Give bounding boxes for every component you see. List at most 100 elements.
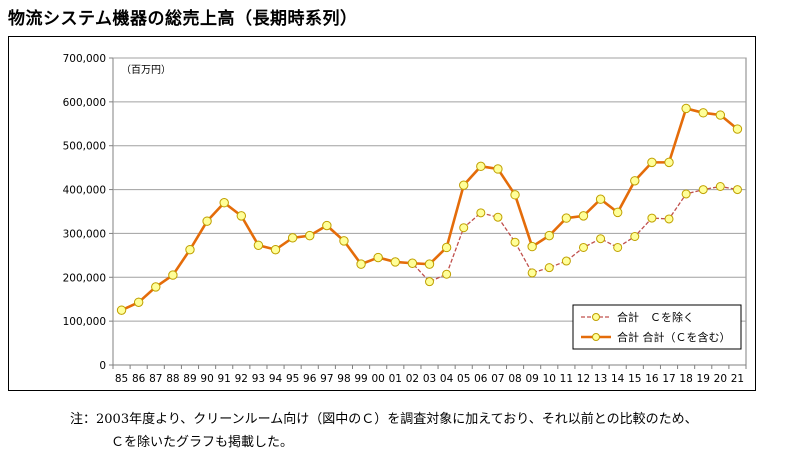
data-point-including-c: [441, 242, 452, 253]
x-tick-label: 94: [269, 373, 283, 385]
y-tick-label: 600,000: [63, 97, 106, 109]
y-tick-label: 700,000: [63, 53, 106, 65]
x-tick-label: 88: [166, 373, 179, 385]
data-point-excluding-c: [578, 242, 588, 252]
x-tick-label: 14: [611, 373, 625, 385]
x-tick-label: 08: [508, 373, 521, 385]
data-point-excluding-c: [664, 214, 674, 224]
data-point-excluding-c: [493, 212, 503, 222]
x-tick-label: 97: [320, 373, 333, 385]
data-point-including-c: [527, 241, 537, 252]
legend-swatch-marker: [592, 313, 600, 321]
data-point-excluding-c: [510, 237, 520, 247]
data-point-including-c: [373, 252, 383, 263]
data-point-including-c: [698, 108, 708, 118]
data-point-including-c: [339, 236, 349, 246]
data-point-including-c: [664, 157, 674, 168]
x-tick-label: 99: [354, 373, 367, 385]
x-tick-label: 05: [457, 373, 470, 385]
x-tick-label: 90: [200, 373, 213, 385]
data-point-including-c: [681, 103, 691, 114]
data-point-excluding-c: [442, 269, 452, 279]
footnote-line-2: Ｃを除いたグラフも掲載した。: [111, 435, 294, 450]
data-point-including-c: [151, 282, 161, 292]
footnote-line-1: 注：2003年度より、クリーンルーム向け（図中のＣ）を調査対象に加えており、それ…: [70, 412, 698, 427]
x-tick-label: 07: [491, 373, 504, 385]
legend-swatch-marker: [592, 333, 600, 341]
x-tick-label: 15: [628, 373, 641, 385]
x-tick-label: 13: [594, 373, 607, 385]
data-point-including-c: [219, 198, 229, 208]
x-tick-label: 12: [577, 373, 590, 385]
data-point-excluding-c: [544, 263, 554, 273]
data-point-including-c: [459, 180, 469, 190]
x-tick-label: 20: [714, 373, 727, 385]
x-tick-label: 89: [183, 373, 196, 385]
data-point-excluding-c: [732, 185, 742, 195]
data-point-excluding-c: [425, 277, 434, 287]
x-tick-label: 01: [389, 373, 402, 385]
y-tick-label: 500,000: [63, 141, 106, 153]
data-point-including-c: [630, 176, 640, 186]
x-tick-label: 10: [543, 373, 556, 385]
x-tick-label: 06: [474, 373, 488, 385]
data-point-including-c: [322, 220, 332, 231]
data-point-including-c: [647, 157, 657, 168]
data-point-excluding-c: [561, 256, 571, 266]
x-tick-label: 92: [235, 373, 248, 385]
data-point-excluding-c: [630, 231, 640, 241]
data-point-excluding-c: [527, 268, 537, 278]
y-tick-label: 200,000: [63, 272, 106, 284]
x-tick-label: 19: [697, 373, 710, 385]
y-tick-label: 100,000: [63, 316, 106, 328]
data-point-including-c: [732, 124, 743, 134]
data-point-including-c: [561, 213, 572, 223]
x-tick-label: 02: [406, 373, 419, 385]
data-point-including-c: [715, 110, 726, 120]
data-point-including-c: [133, 297, 144, 307]
data-point-including-c: [270, 244, 281, 255]
x-tick-label: 18: [679, 373, 692, 385]
data-point-including-c: [253, 240, 264, 250]
data-point-excluding-c: [613, 242, 623, 252]
x-tick-label: 21: [731, 373, 744, 385]
x-tick-label: 91: [218, 373, 231, 385]
y-tick-label: 300,000: [63, 228, 106, 240]
x-tick-label: 93: [252, 373, 265, 385]
data-point-excluding-c: [476, 208, 486, 218]
x-tick-label: 17: [662, 373, 675, 385]
data-point-including-c: [424, 259, 435, 269]
data-point-including-c: [544, 230, 554, 241]
data-point-excluding-c: [459, 223, 469, 233]
x-tick-label: 98: [337, 373, 350, 385]
legend-box: [572, 304, 742, 350]
data-point-including-c: [493, 164, 503, 174]
data-point-excluding-c: [698, 185, 708, 195]
data-point-excluding-c: [681, 189, 691, 199]
y-tick-label: 0: [99, 360, 106, 372]
y-tick-label: 400,000: [63, 185, 106, 197]
data-point-including-c: [476, 161, 486, 172]
legend-label: 合計 Ｃを除く: [617, 310, 694, 324]
x-tick-label: 95: [286, 373, 299, 385]
data-point-including-c: [407, 258, 418, 268]
x-tick-label: 87: [149, 373, 162, 385]
data-point-including-c: [578, 211, 589, 221]
legend-label: 合計 合計（Ｃを含む）: [617, 330, 731, 344]
data-point-excluding-c: [715, 182, 725, 192]
data-point-including-c: [356, 259, 366, 269]
x-tick-label: 86: [132, 373, 146, 385]
chart-title: 物流システム機器の総売上高（長期時系列）: [8, 9, 358, 29]
data-point-including-c: [305, 230, 315, 241]
x-tick-label: 11: [560, 373, 573, 385]
data-point-including-c: [168, 270, 178, 280]
x-tick-label: 16: [645, 373, 659, 385]
x-tick-label: 00: [371, 373, 384, 385]
data-point-including-c: [390, 257, 400, 267]
x-tick-label: 85: [115, 373, 128, 385]
data-point-including-c: [612, 207, 623, 218]
data-point-including-c: [116, 305, 127, 315]
data-point-including-c: [202, 216, 212, 226]
x-tick-label: 96: [303, 373, 317, 385]
